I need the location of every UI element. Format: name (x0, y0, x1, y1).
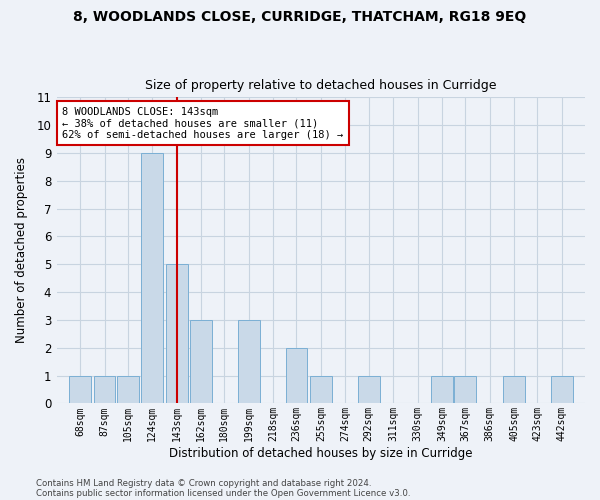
Bar (431, 376, 453, 404)
Text: 8 WOODLANDS CLOSE: 143sqm
← 38% of detached houses are smaller (11)
62% of semi-: 8 WOODLANDS CLOSE: 143sqm ← 38% of detac… (62, 106, 343, 140)
Bar (141, 153, 163, 404)
Bar (503, 376, 525, 404)
Bar (117, 376, 139, 404)
Bar (454, 376, 476, 404)
Text: 8, WOODLANDS CLOSE, CURRIDGE, THATCHAM, RG18 9EQ: 8, WOODLANDS CLOSE, CURRIDGE, THATCHAM, … (73, 10, 527, 24)
Bar (238, 320, 260, 404)
Title: Size of property relative to detached houses in Curridge: Size of property relative to detached ho… (145, 79, 497, 92)
Bar (94, 376, 115, 404)
Bar (190, 320, 212, 404)
Bar (69, 376, 91, 404)
Bar (358, 376, 380, 404)
Bar (286, 348, 307, 404)
Bar (310, 376, 332, 404)
X-axis label: Distribution of detached houses by size in Curridge: Distribution of detached houses by size … (169, 447, 473, 460)
Text: Contains HM Land Registry data © Crown copyright and database right 2024.: Contains HM Land Registry data © Crown c… (36, 478, 371, 488)
Bar (551, 376, 573, 404)
Y-axis label: Number of detached properties: Number of detached properties (15, 158, 28, 344)
Text: Contains public sector information licensed under the Open Government Licence v3: Contains public sector information licen… (36, 488, 410, 498)
Bar (166, 264, 188, 404)
